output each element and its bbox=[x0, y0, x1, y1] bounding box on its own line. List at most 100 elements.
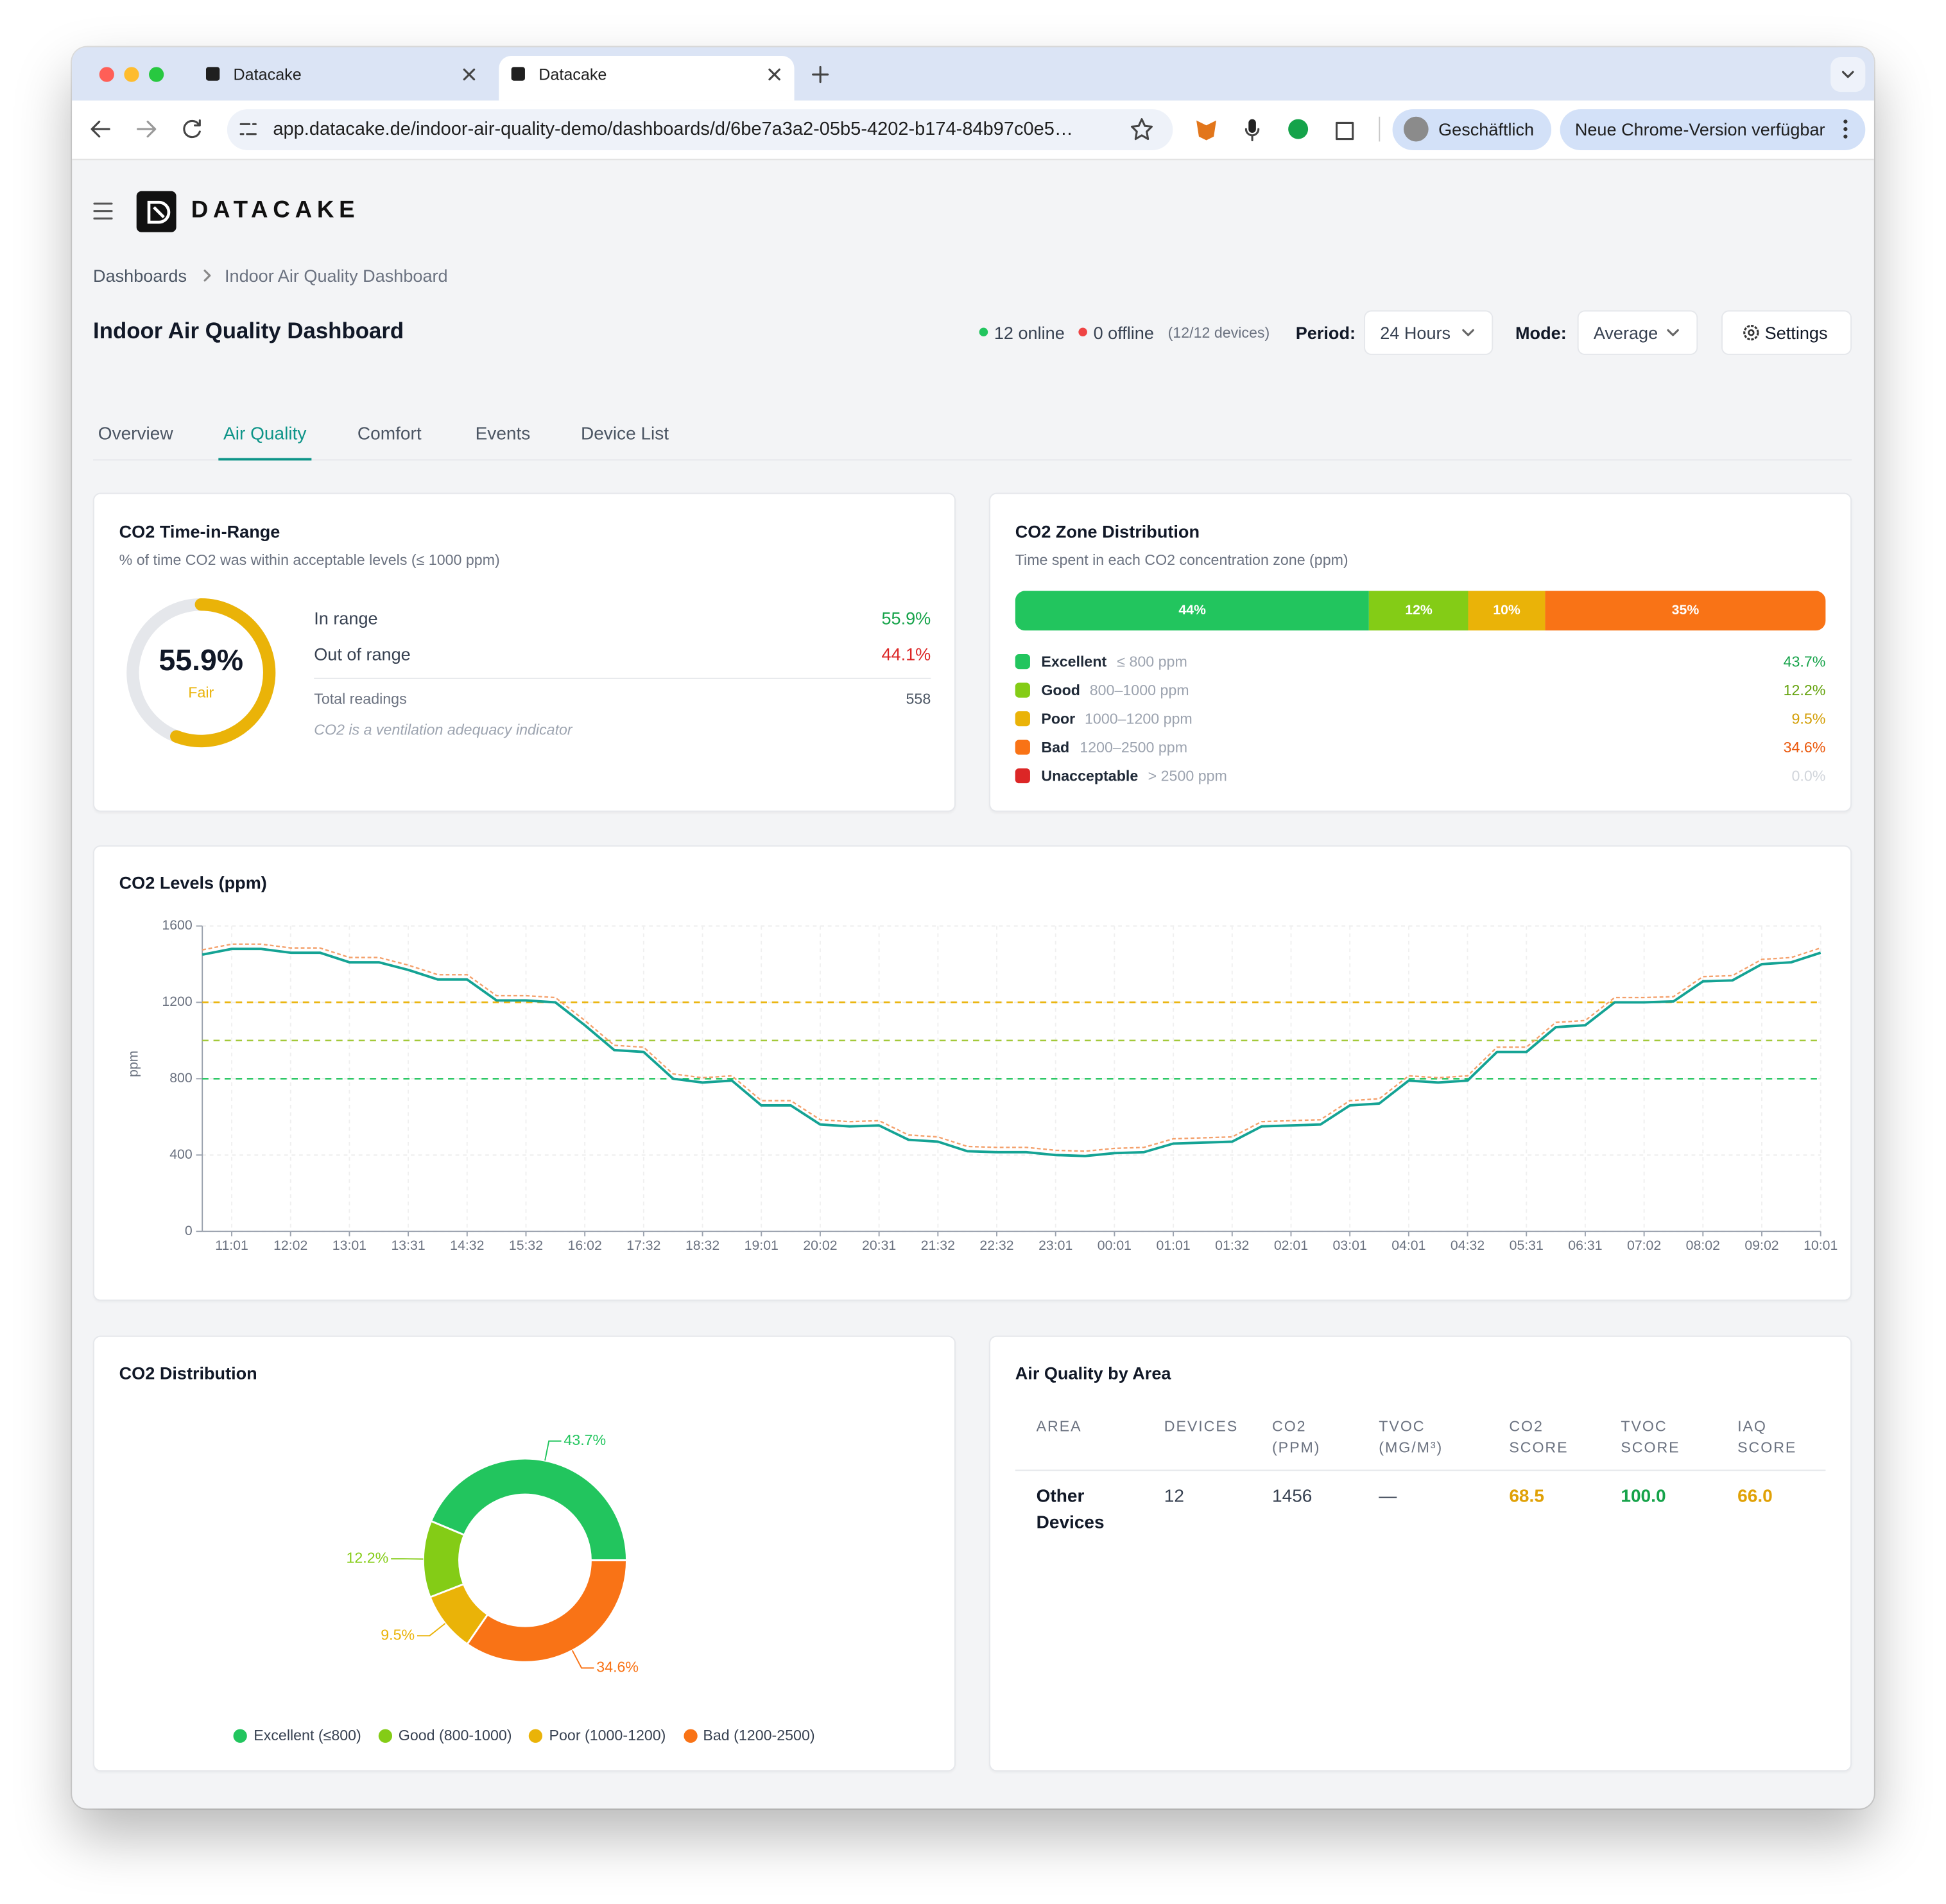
dashboard-tab[interactable]: Events bbox=[475, 424, 531, 445]
mode-select[interactable] bbox=[1577, 310, 1698, 356]
x-tick-label: 15:32 bbox=[509, 1238, 543, 1253]
x-tick-label: 19:01 bbox=[745, 1238, 779, 1253]
leader-line bbox=[417, 1623, 446, 1637]
x-tick-label: 22:32 bbox=[979, 1238, 1013, 1253]
x-tick-label: 04:32 bbox=[1451, 1238, 1485, 1253]
legend-swatch bbox=[378, 1728, 393, 1742]
window-control[interactable] bbox=[149, 67, 164, 82]
address-bar[interactable] bbox=[227, 109, 1173, 150]
divider bbox=[314, 677, 931, 679]
extension-icon[interactable] bbox=[1244, 128, 1260, 142]
range-label: In range bbox=[314, 608, 378, 628]
active-browser-tab[interactable] bbox=[499, 56, 795, 101]
extension-icon[interactable] bbox=[1196, 120, 1216, 141]
legend-swatch bbox=[234, 1728, 248, 1742]
column-header: TVOC SCORE bbox=[1621, 1417, 1680, 1457]
bookmark-icon[interactable] bbox=[1130, 118, 1153, 141]
total-value: 558 bbox=[906, 690, 931, 708]
legend-item: Good (800-1000) bbox=[378, 1727, 512, 1744]
donut-label: 43.7% bbox=[564, 1432, 606, 1448]
back-icon[interactable] bbox=[90, 120, 110, 138]
y-tick-label: 0 bbox=[185, 1223, 193, 1238]
x-tick-label: 01:32 bbox=[1215, 1238, 1249, 1253]
zone-swatch bbox=[1015, 654, 1030, 670]
x-tick-label: 06:31 bbox=[1568, 1238, 1602, 1253]
update-pill[interactable] bbox=[1560, 109, 1866, 150]
reload-icon[interactable] bbox=[183, 119, 201, 139]
gauge-arc bbox=[170, 598, 276, 748]
x-tick-label: 16:02 bbox=[568, 1238, 602, 1253]
tab-search-button[interactable] bbox=[1830, 56, 1866, 92]
x-tick-label: 17:32 bbox=[626, 1238, 660, 1253]
window-control[interactable] bbox=[124, 67, 139, 82]
period-value: 24 Hours bbox=[1380, 322, 1451, 343]
zone-value: 9.5% bbox=[1791, 710, 1826, 728]
close-tab-icon[interactable] bbox=[463, 68, 476, 81]
legend-swatch bbox=[683, 1728, 697, 1742]
donut-segment bbox=[465, 1559, 628, 1663]
zone-bar-label: 10% bbox=[1493, 603, 1520, 618]
settings-button[interactable] bbox=[1721, 310, 1852, 356]
x-tick-label: 03:01 bbox=[1333, 1238, 1367, 1253]
site-info-icon[interactable] bbox=[239, 123, 257, 135]
menu-icon[interactable] bbox=[93, 202, 113, 220]
co2-line bbox=[202, 948, 1821, 1157]
column-header: CO2 SCORE bbox=[1509, 1417, 1569, 1457]
donut-segment bbox=[429, 1457, 628, 1562]
donut-label: 12.2% bbox=[347, 1549, 389, 1566]
card-title: CO2 Time-in-Range bbox=[119, 521, 280, 542]
menu-dot[interactable] bbox=[1843, 119, 1848, 124]
window-control[interactable] bbox=[99, 67, 114, 82]
new-tab-icon[interactable] bbox=[812, 65, 829, 83]
mode-label: Mode: bbox=[1515, 322, 1567, 343]
extension-icon[interactable] bbox=[1288, 119, 1309, 139]
profile-name: Geschäftlich bbox=[1438, 119, 1535, 139]
zone-name: Excellent bbox=[1041, 653, 1107, 671]
extension-icon[interactable] bbox=[1248, 119, 1256, 133]
offline-dot bbox=[1078, 327, 1087, 337]
x-tick-label: 20:02 bbox=[803, 1238, 837, 1253]
menu-dot[interactable] bbox=[1843, 134, 1848, 139]
menu-dot[interactable] bbox=[1843, 127, 1848, 132]
legend-swatch bbox=[529, 1728, 543, 1742]
legend-item: Bad (1200-2500) bbox=[683, 1726, 815, 1744]
profile-avatar bbox=[1403, 116, 1429, 142]
x-tick-label: 23:01 bbox=[1038, 1238, 1072, 1253]
zone-value: 43.7% bbox=[1783, 653, 1826, 671]
zone-bar-segment: 12% bbox=[1369, 591, 1468, 631]
zone-bar-label: 44% bbox=[1178, 603, 1206, 618]
dashboard-tab[interactable]: Overview bbox=[98, 424, 173, 445]
zone-value: 0.0% bbox=[1791, 767, 1826, 785]
tab-title: Datacake bbox=[233, 65, 302, 84]
tab-title: Datacake bbox=[538, 65, 607, 84]
dashboard-tab[interactable]: Device List bbox=[580, 424, 669, 445]
donut-label: 9.5% bbox=[381, 1626, 415, 1643]
x-tick-label: 07:02 bbox=[1627, 1238, 1661, 1253]
breadcrumb[interactable]: Dashboards bbox=[93, 265, 187, 286]
zone-bar-segment: 35% bbox=[1545, 591, 1826, 631]
table-cell: 12 bbox=[1164, 1487, 1184, 1507]
dashboard-tab[interactable]: Air Quality bbox=[223, 424, 307, 445]
x-tick-label: 12:02 bbox=[273, 1238, 307, 1253]
zone-swatch bbox=[1015, 711, 1030, 727]
close-tab-icon[interactable] bbox=[768, 68, 780, 81]
column-header: AREA bbox=[1036, 1417, 1082, 1435]
range-value: 55.9% bbox=[881, 608, 931, 628]
device-count: (12/12 devices) bbox=[1167, 324, 1270, 342]
card-title: CO2 Zone Distribution bbox=[1015, 521, 1200, 542]
gauge-value: 55.9% bbox=[159, 644, 244, 678]
legend-label: Bad (1200-2500) bbox=[703, 1726, 815, 1744]
legend-label: Excellent (≤800) bbox=[254, 1726, 361, 1744]
x-tick-label: 11:01 bbox=[215, 1238, 248, 1253]
extensions-icon[interactable] bbox=[1336, 121, 1354, 141]
forward-icon[interactable] bbox=[137, 120, 157, 138]
legend-item: Poor (1000-1200) bbox=[529, 1727, 666, 1744]
period-label: Period: bbox=[1295, 322, 1356, 343]
dashboard-tab[interactable]: Comfort bbox=[357, 424, 422, 445]
card bbox=[93, 1335, 956, 1772]
x-tick-label: 13:01 bbox=[332, 1238, 366, 1253]
tab-search-icon[interactable] bbox=[1841, 71, 1854, 78]
zone-range: 1200–2500 ppm bbox=[1080, 738, 1188, 756]
card-title: CO2 Levels (ppm) bbox=[119, 872, 267, 893]
